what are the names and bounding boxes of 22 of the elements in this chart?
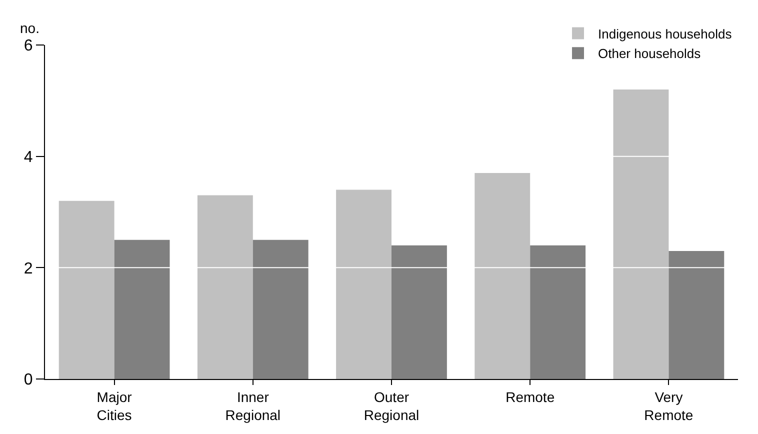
y-tick-label: 6: [24, 38, 33, 55]
bar: [613, 90, 669, 379]
y-tick-label: 2: [24, 260, 33, 278]
bar: [58, 200, 114, 379]
x-tick-label: Remote: [506, 388, 555, 405]
x-tick-label: Major Cities: [96, 388, 132, 423]
x-tick-label: Outer Regional: [364, 388, 420, 423]
legend-label: Indigenous households: [598, 26, 732, 42]
bar: [197, 195, 253, 379]
legend-label: Other households: [598, 46, 702, 62]
bar: [336, 190, 392, 379]
x-tick-label: Inner Regional: [225, 388, 281, 423]
y-tick-label: 4: [24, 148, 33, 166]
bar: [668, 250, 724, 379]
y-axis-title: no.: [20, 20, 40, 36]
bar: [530, 245, 586, 379]
bar: [114, 240, 170, 379]
bar: [474, 173, 530, 379]
bar: [252, 240, 308, 379]
y-tick-label: 0: [24, 372, 33, 389]
bar: [392, 245, 447, 379]
x-tick-label: Very Remote: [644, 388, 694, 423]
